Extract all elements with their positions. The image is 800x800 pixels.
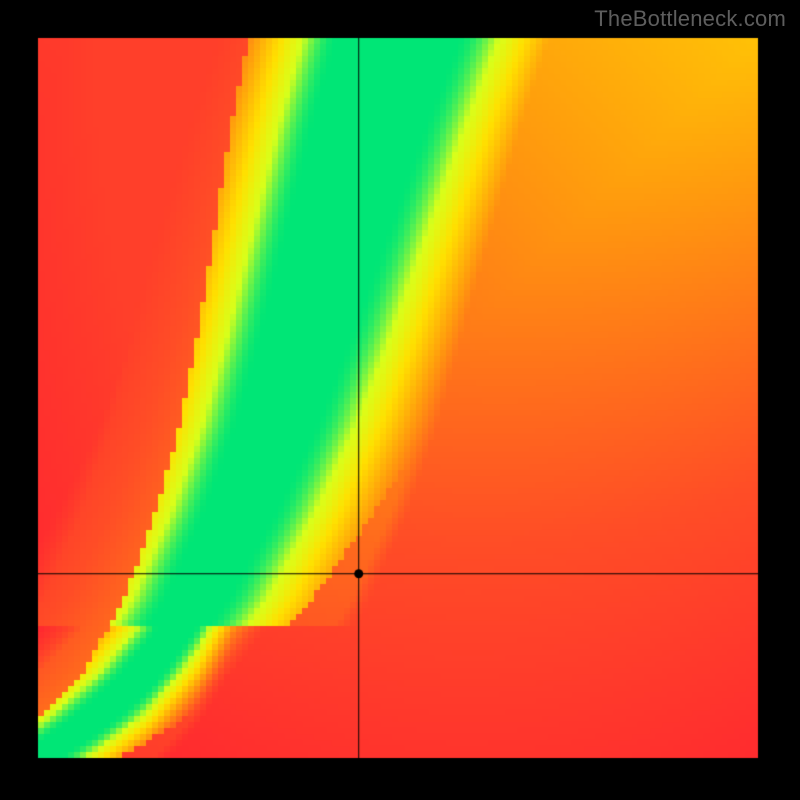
watermark-text: TheBottleneck.com [594, 6, 786, 32]
heatmap-canvas [0, 0, 800, 800]
chart-container: TheBottleneck.com [0, 0, 800, 800]
